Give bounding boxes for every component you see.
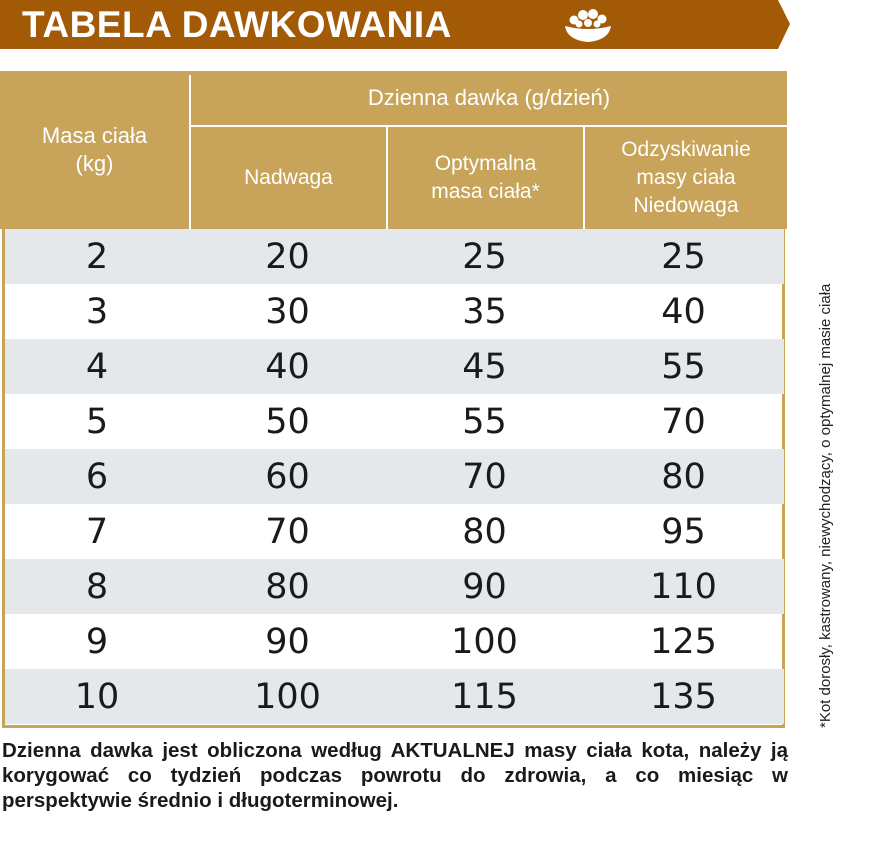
cell-overweight: 50 xyxy=(265,401,310,442)
side-footnote: *Kot dorosły, kastrowany, niewychodzący,… xyxy=(817,283,834,728)
cell-optimal: 35 xyxy=(462,291,507,332)
cell-overweight: 20 xyxy=(265,236,310,277)
cell-overweight: 100 xyxy=(254,676,321,717)
table-row: 2 20 25 25 xyxy=(5,229,784,284)
header-body-mass: Masa ciała (kg) xyxy=(41,123,148,176)
cell-recovery: 95 xyxy=(661,511,706,552)
header-recovery: Odzyskiwanie masy ciała Niedowaga xyxy=(621,138,751,217)
cell-overweight: 40 xyxy=(265,346,310,387)
cell-optimal: 80 xyxy=(462,511,507,552)
cell-optimal: 25 xyxy=(462,236,507,277)
cell-optimal: 70 xyxy=(462,456,507,497)
header-optimal: Optymalna masa ciała* xyxy=(431,152,540,203)
cell-overweight: 60 xyxy=(265,456,310,497)
cell-recovery: 70 xyxy=(661,401,706,442)
cell-recovery: 40 xyxy=(661,291,706,332)
cell-recovery: 125 xyxy=(650,621,717,662)
table-row: 7 70 80 95 xyxy=(5,504,784,559)
cell-recovery: 25 xyxy=(661,236,706,277)
cell-overweight: 70 xyxy=(265,511,310,552)
cell-mass: 3 xyxy=(85,291,109,332)
table-row: 5 50 55 70 xyxy=(5,394,784,449)
cell-overweight: 30 xyxy=(265,291,310,332)
cell-mass: 5 xyxy=(85,401,109,442)
table-row: 8 80 90 110 xyxy=(5,559,784,614)
cell-mass: 2 xyxy=(85,236,109,277)
table-row: 10 100 115 135 xyxy=(5,669,784,724)
cell-recovery: 135 xyxy=(650,676,717,717)
cell-optimal: 90 xyxy=(462,566,507,607)
cell-mass: 9 xyxy=(85,621,109,662)
cell-optimal: 100 xyxy=(451,621,518,662)
cell-recovery: 80 xyxy=(661,456,706,497)
header-divider xyxy=(583,127,585,229)
cell-recovery: 55 xyxy=(661,346,706,387)
cell-mass: 7 xyxy=(85,511,109,552)
cell-mass: 4 xyxy=(85,346,109,387)
header-divider xyxy=(386,127,388,229)
table-row: 9 90 100 125 xyxy=(5,614,784,669)
table-row: 4 40 45 55 xyxy=(5,339,784,394)
cell-mass: 8 xyxy=(85,566,109,607)
cell-overweight: 80 xyxy=(265,566,310,607)
table-header: Masa ciała (kg) Dzienna dawka (g/dzień) … xyxy=(0,71,787,229)
header-divider xyxy=(189,75,191,229)
cell-mass: 6 xyxy=(85,456,109,497)
header-daily-dose: Dzienna dawka (g/dzień) xyxy=(367,85,611,110)
cell-optimal: 115 xyxy=(451,676,518,717)
header-divider xyxy=(191,125,787,127)
header-overweight: Nadwaga xyxy=(244,166,333,189)
cell-optimal: 55 xyxy=(462,401,507,442)
cell-optimal: 45 xyxy=(462,346,507,387)
footer-note: Dzienna dawka jest obliczona według AKTU… xyxy=(2,739,788,812)
table-row: 3 30 35 40 xyxy=(5,284,784,339)
page-title: TABELA DAWKOWANIA xyxy=(22,4,452,45)
cell-mass: 10 xyxy=(74,676,120,717)
cell-recovery: 110 xyxy=(650,566,717,607)
table-row: 6 60 70 80 xyxy=(5,449,784,504)
cell-overweight: 90 xyxy=(265,621,310,662)
food-bowl-icon xyxy=(565,9,611,42)
title-banner: TABELA DAWKOWANIA xyxy=(0,0,790,49)
